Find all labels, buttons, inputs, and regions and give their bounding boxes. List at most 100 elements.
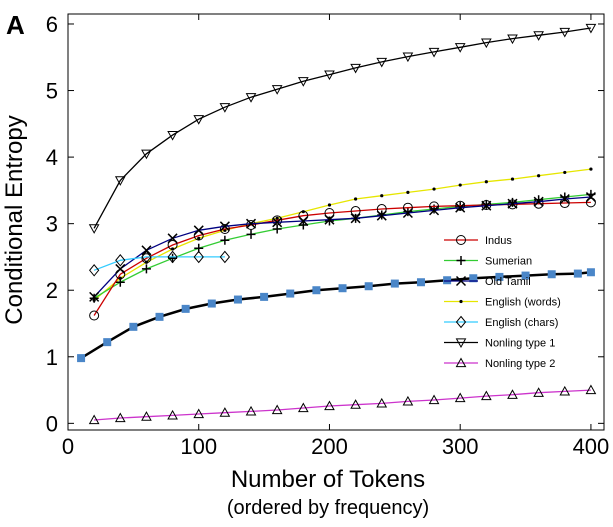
data-point xyxy=(573,269,582,278)
data-point xyxy=(324,400,335,411)
series-line xyxy=(94,389,591,421)
data-point xyxy=(510,177,515,181)
data-point xyxy=(115,253,126,267)
legend-label: Nonling type 2 xyxy=(485,358,555,370)
data-point xyxy=(585,384,597,395)
data-point xyxy=(181,304,190,313)
data-point xyxy=(298,215,309,227)
data-point xyxy=(324,70,335,81)
data-point xyxy=(547,270,556,279)
y-tick-label: 4 xyxy=(46,145,58,170)
legend: Indus Sumerian Old Tamil English (words) Eng… xyxy=(444,235,561,370)
plot-frame xyxy=(67,13,605,431)
data-point xyxy=(533,387,544,397)
data-point xyxy=(428,47,440,58)
data-point xyxy=(219,221,230,232)
data-point xyxy=(88,414,100,425)
data-point xyxy=(507,197,517,207)
x-tick-label: 300 xyxy=(442,434,479,459)
data-point xyxy=(167,131,178,141)
data-point xyxy=(115,263,126,274)
x-tick-label: 100 xyxy=(180,434,217,459)
data-point xyxy=(88,224,100,234)
x-tick-label: 0 xyxy=(62,434,74,459)
y-tick-label: 6 xyxy=(46,12,58,37)
data-point xyxy=(480,38,492,49)
data-point xyxy=(390,279,399,288)
data-point xyxy=(297,402,309,413)
y-tick-label: 0 xyxy=(46,411,58,436)
y-tick-label: 1 xyxy=(46,345,58,370)
data-point xyxy=(585,192,596,203)
x-axis-ticks: 0 100 200 300 400 xyxy=(62,14,609,459)
data-point xyxy=(193,225,204,236)
data-point xyxy=(167,233,178,244)
x-tick-label: 200 xyxy=(311,434,348,459)
legend-marker xyxy=(459,299,463,304)
data-point xyxy=(533,196,544,207)
legend-item: Sumerian xyxy=(444,256,532,268)
y-tick-label: 3 xyxy=(46,212,58,237)
data-point xyxy=(197,236,201,240)
data-point xyxy=(589,167,593,171)
data-point xyxy=(585,23,597,34)
data-point xyxy=(484,180,488,184)
data-point xyxy=(454,392,466,403)
data-point xyxy=(458,183,462,187)
data-point xyxy=(114,412,126,423)
data-point xyxy=(507,389,518,399)
data-point xyxy=(220,235,230,245)
data-point xyxy=(246,219,257,230)
data-point xyxy=(481,200,492,211)
data-point xyxy=(586,268,595,277)
data-point xyxy=(141,149,152,160)
data-point xyxy=(376,204,387,215)
data-point xyxy=(350,206,361,217)
data-point xyxy=(537,174,541,178)
data-point xyxy=(469,274,478,283)
legend-marker xyxy=(456,256,466,265)
y-axis-title: Conditional Entropy xyxy=(1,115,28,324)
data-point xyxy=(533,31,544,41)
data-point xyxy=(219,103,231,113)
legend-label: Nonling type 1 xyxy=(485,338,555,350)
data-point xyxy=(219,223,230,234)
data-point xyxy=(327,203,332,207)
legend-item: Nonling type 1 xyxy=(444,338,555,350)
data-point xyxy=(77,354,86,363)
series-nonling-type-2 xyxy=(88,384,597,425)
legend-label: Indus xyxy=(485,235,512,247)
data-point xyxy=(534,195,544,205)
data-point xyxy=(167,409,178,420)
data-point xyxy=(245,405,257,416)
data-point xyxy=(364,282,373,291)
data-point xyxy=(312,286,321,295)
data-point xyxy=(193,408,205,419)
data-point xyxy=(89,263,100,277)
x-axis-subtitle: (ordered by frequency) xyxy=(227,497,429,519)
legend-item: Old Tamil xyxy=(444,275,531,288)
data-point xyxy=(103,338,112,347)
data-point xyxy=(193,250,204,264)
data-point xyxy=(129,322,138,331)
legend-item: Indus xyxy=(444,235,512,247)
data-point xyxy=(403,207,413,217)
x-tick-label: 400 xyxy=(573,434,610,459)
data-point xyxy=(207,299,216,308)
data-point xyxy=(533,198,544,209)
data-point xyxy=(376,397,388,408)
data-point xyxy=(272,224,282,234)
data-point xyxy=(233,295,242,304)
data-point xyxy=(89,291,100,302)
data-point xyxy=(559,385,571,396)
legend-marker xyxy=(455,275,467,287)
data-point xyxy=(141,264,151,274)
data-point xyxy=(193,115,205,125)
data-point xyxy=(454,43,466,53)
plot-border xyxy=(67,13,605,431)
data-point xyxy=(350,399,361,409)
data-point xyxy=(559,194,570,205)
data-point xyxy=(114,176,126,186)
series-english-chars- xyxy=(89,250,231,277)
legend-label: Sumerian xyxy=(485,256,532,268)
